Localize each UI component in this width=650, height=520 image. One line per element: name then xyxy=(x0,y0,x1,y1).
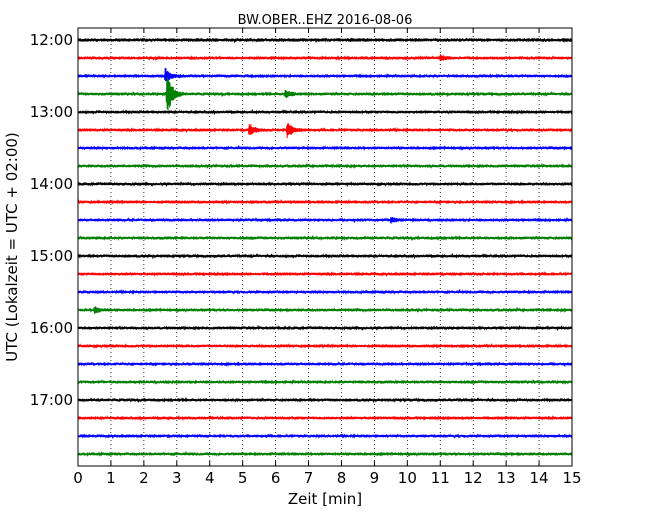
seismic-trace xyxy=(77,415,573,421)
x-tick-label: 13 xyxy=(497,469,516,487)
seismic-trace xyxy=(77,379,573,385)
seismic-trace xyxy=(77,181,573,187)
seismic-trace xyxy=(77,109,573,115)
seismic-trace xyxy=(77,123,573,139)
x-tick-label: 6 xyxy=(271,469,281,487)
x-tick-label: 12 xyxy=(464,469,483,487)
y-axis: 12:00 13:00 14:00 15:00 16:00 17:00 xyxy=(30,31,572,409)
y-tick-label: 17:00 xyxy=(30,391,73,409)
x-tick-label: 8 xyxy=(337,469,347,487)
seismic-trace xyxy=(77,361,573,367)
y-tick-label: 13:00 xyxy=(30,103,73,121)
seismic-trace xyxy=(77,217,573,224)
seismic-trace xyxy=(77,325,573,331)
x-tick-label: 1 xyxy=(106,469,116,487)
x-axis: 0 1 2 3 4 5 6 7 8 9 10 11 12 13 14 15 xyxy=(73,28,582,487)
seismic-trace xyxy=(77,163,573,169)
x-tick-label: 9 xyxy=(370,469,380,487)
seismic-trace xyxy=(77,37,573,43)
plot-frame xyxy=(77,27,573,467)
seismic-trace xyxy=(77,343,573,349)
y-axis-label: UTC (Lokalzeit = UTC + 02:00) xyxy=(3,132,21,362)
seismic-trace xyxy=(77,397,573,403)
y-tick-label: 15:00 xyxy=(30,247,73,265)
x-tick-label: 15 xyxy=(562,469,581,487)
seismic-trace xyxy=(77,451,573,457)
x-tick-label: 5 xyxy=(238,469,248,487)
seismic-trace xyxy=(77,77,573,111)
x-tick-label: 10 xyxy=(398,469,417,487)
seismic-trace xyxy=(77,271,573,277)
seismic-trace xyxy=(77,433,573,439)
x-tick-label: 2 xyxy=(139,469,149,487)
seismic-trace xyxy=(77,145,573,151)
x-tick-label: 14 xyxy=(530,469,549,487)
x-tick-label: 3 xyxy=(172,469,182,487)
chart-title: BW.OBER..EHZ 2016-08-06 xyxy=(238,13,413,28)
y-tick-label: 12:00 xyxy=(30,31,73,49)
seismic-trace xyxy=(77,199,573,205)
y-tick-label: 16:00 xyxy=(30,319,73,337)
seismic-trace xyxy=(77,289,573,295)
seismic-trace xyxy=(77,54,573,62)
x-tick-label: 11 xyxy=(431,469,450,487)
traces xyxy=(77,37,573,457)
seismic-trace xyxy=(77,253,573,259)
y-tick-label: 14:00 xyxy=(30,175,73,193)
seismic-trace xyxy=(77,306,573,314)
x-tick-label: 7 xyxy=(304,469,314,487)
x-tick-label: 4 xyxy=(205,469,215,487)
seismic-trace xyxy=(77,67,573,82)
x-axis-label: Zeit [min] xyxy=(288,490,362,508)
x-tick-label: 0 xyxy=(73,469,83,487)
seismic-trace xyxy=(77,235,573,241)
